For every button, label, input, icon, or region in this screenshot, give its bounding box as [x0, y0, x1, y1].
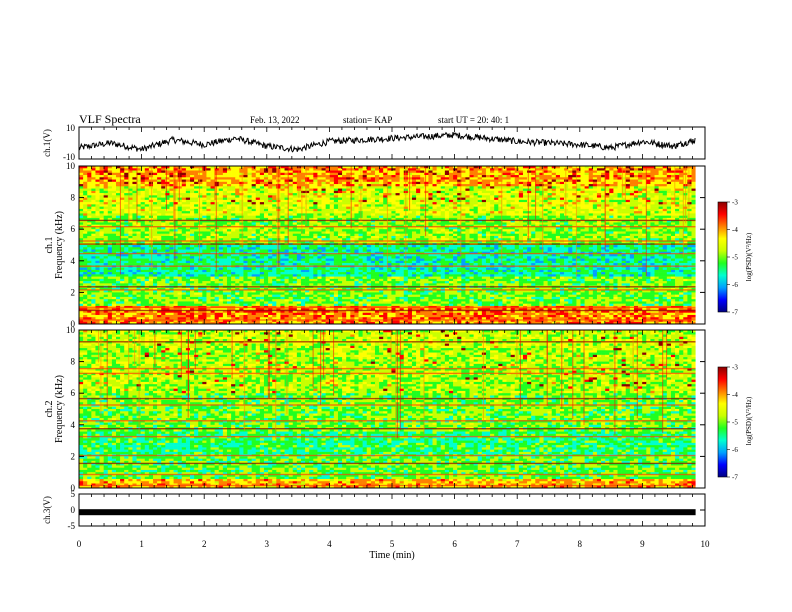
ch1-spectrogram-ytick: 6	[71, 224, 76, 234]
ch1-spectrogram-ytick: 8	[71, 193, 76, 203]
ch3-waveform-ytick: -5	[68, 521, 76, 531]
x-tick-label: 5	[390, 539, 395, 549]
station-label: station= KAP	[343, 115, 392, 125]
x-tick-label: 3	[265, 539, 270, 549]
x-tick-label: 8	[578, 539, 583, 549]
ch1-spectrogram-panel: ch.1 Frequency (kHz) 0 2 4 6 8 10	[44, 161, 706, 329]
colorbar-1-tick: -5	[732, 254, 738, 262]
ch1-spectrogram-ytick: 2	[71, 287, 76, 297]
ch2-spectrogram-label-channel: ch.2	[44, 401, 55, 418]
ch1-spectrogram-ylabel: Frequency (kHz)	[54, 211, 65, 279]
ch2-spectrogram-ytick: 10	[66, 325, 76, 335]
ch3-waveform-ytick: 0	[71, 505, 76, 515]
ch1-spectrogram-ytick: 10	[66, 161, 76, 171]
ch2-spectrogram-ytick: 4	[71, 420, 76, 430]
colorbar-2-tick: -3	[732, 364, 738, 372]
figure-title: VLF Spectra	[79, 112, 141, 126]
colorbar-1-tick: -6	[732, 281, 738, 289]
x-axis: 0 1 2 3 4 5 6 7 8 9 10	[77, 127, 710, 549]
colorbar-1-tick: -4	[732, 226, 738, 234]
colorbar-2-gradient	[718, 367, 727, 477]
ch3-waveform-trace	[79, 509, 696, 516]
ch2-spectrogram-ytick: 8	[71, 357, 76, 367]
colorbar-1-label: log(PSD)(V²/Hz)	[745, 232, 753, 281]
ch1-waveform-ylabel: ch.1(V)	[42, 129, 52, 157]
ch2-spectrogram-ytick: 6	[71, 388, 76, 398]
ch3-waveform-ylabel: ch.3(V)	[42, 496, 52, 524]
colorbar-1-gradient	[718, 202, 727, 312]
colorbar-1-tick: -3	[732, 199, 738, 207]
ch2-spectrogram-image	[79, 330, 705, 489]
start-time-label: start UT = 20: 40: 1	[438, 115, 509, 125]
colorbar-2-tick: -4	[732, 391, 738, 399]
colorbar-2-tick: -6	[732, 446, 738, 454]
x-tick-label: 10	[701, 539, 711, 549]
ch1-spectrogram-image	[79, 166, 705, 325]
colorbar-2-tick: -7	[732, 474, 738, 482]
ch1-ytick-bottom: -10	[63, 152, 75, 162]
ch1-ytick-top: 10	[66, 123, 76, 133]
ch2-spectrogram-ylabel: Frequency (kHz)	[54, 375, 65, 443]
x-tick-label: 0	[77, 539, 82, 549]
ch2-spectrogram-ytick: 2	[71, 451, 76, 461]
x-axis-label: Time (min)	[369, 550, 414, 561]
ch3-waveform-ytick: 5	[71, 489, 76, 499]
ch1-waveform-trace	[78, 131, 696, 153]
colorbar-2-label: log(PSD)(V²/Hz)	[745, 396, 753, 445]
x-tick-label: 6	[452, 539, 457, 549]
x-tick-label: 1	[139, 539, 144, 549]
ch1-spectrogram-ytick: 4	[71, 256, 76, 266]
ch2-spectrogram-panel: ch.2 Frequency (kHz) 0 2 4 6 8 10	[44, 325, 706, 493]
ch1-spectrogram-label-channel: ch.1	[44, 237, 55, 254]
x-tick-label: 2	[202, 539, 207, 549]
x-tick-label: 4	[327, 539, 332, 549]
colorbar-2: -3 -4 -5 -6 -7 log(PSD)(V²/Hz)	[717, 364, 753, 482]
ch2-spectrogram-ytick: 0	[71, 483, 76, 493]
x-tick-label: 9	[640, 539, 645, 549]
colorbar-1-tick: -7	[732, 309, 738, 317]
x-tick-label: 7	[515, 539, 520, 549]
colorbar-2-tick: -5	[732, 419, 738, 427]
ch1-spectrogram-ytick: 0	[71, 319, 76, 329]
date-label: Feb. 13, 2022	[250, 115, 300, 125]
colorbar-1: -3 -4 -5 -6 -7 log(PSD)(V²/Hz)	[717, 199, 753, 317]
